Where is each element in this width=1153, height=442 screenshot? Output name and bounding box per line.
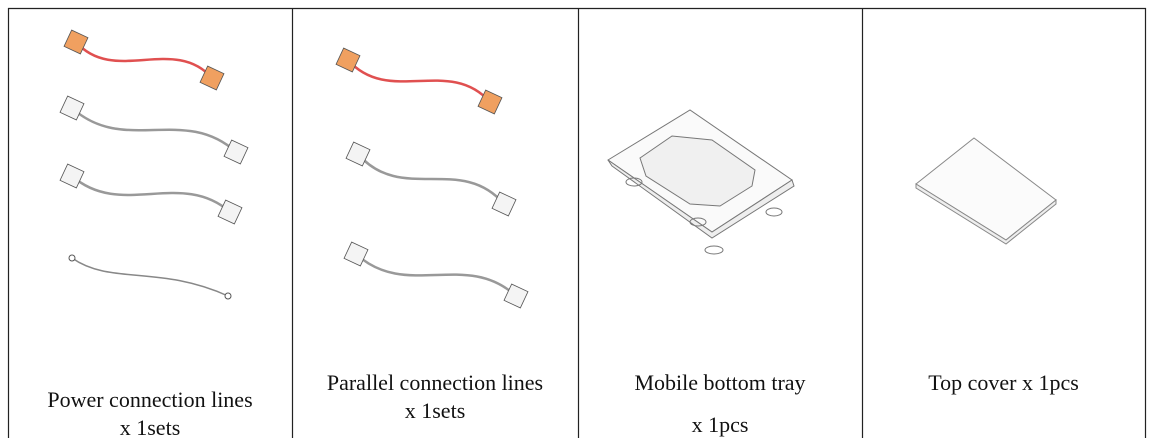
cable-lug xyxy=(68,254,76,262)
cell-text: Top cover x 1pcs xyxy=(862,369,1145,397)
cable-lug xyxy=(224,292,232,300)
cable-plug xyxy=(63,29,89,55)
cable-wire xyxy=(75,41,213,79)
cell-line: Top cover x 1pcs xyxy=(928,370,1079,395)
cell-line: Power connection lines xyxy=(47,387,253,412)
cable-plug xyxy=(503,283,529,309)
cell-line: x 1pcs xyxy=(691,412,749,437)
tray-wheel xyxy=(704,245,724,255)
cable-plug xyxy=(345,141,371,167)
tray-wheel xyxy=(689,217,707,227)
cable-wire xyxy=(71,257,229,297)
tray-wheel xyxy=(765,207,783,217)
cover xyxy=(915,137,1057,245)
cell-text: Mobile bottom tray x 1pcs xyxy=(578,369,862,439)
cable-wire xyxy=(71,107,237,153)
cable-plug xyxy=(199,65,225,91)
cable-wire xyxy=(355,253,517,297)
cable-plug xyxy=(217,199,243,225)
tray-window xyxy=(639,135,756,207)
cell-line: x 1sets xyxy=(119,415,181,440)
cell-line: Mobile bottom tray xyxy=(634,370,806,395)
cable-wire xyxy=(357,153,505,205)
cable-plug xyxy=(335,47,361,73)
cable-plug xyxy=(59,163,85,189)
tray-wheel xyxy=(625,177,643,187)
cable-plug xyxy=(477,89,503,115)
cell-text: Parallel connection lines x 1sets xyxy=(292,369,578,425)
table-borders xyxy=(7,7,1147,438)
cable-wire xyxy=(347,59,491,103)
cable-plug xyxy=(59,95,85,121)
cell-line: Parallel connection lines xyxy=(326,370,544,395)
cover-edge xyxy=(915,183,1057,245)
cable-wire xyxy=(71,175,231,213)
cell-text: Power connection lines x 1sets xyxy=(8,386,292,442)
cable-plug xyxy=(491,191,517,217)
tray-edge xyxy=(607,159,795,239)
cable-plug xyxy=(343,241,369,267)
tray xyxy=(607,109,795,255)
cover-top xyxy=(915,137,1057,241)
cell-line: x 1sets xyxy=(404,398,466,423)
cable-plug xyxy=(223,139,249,165)
